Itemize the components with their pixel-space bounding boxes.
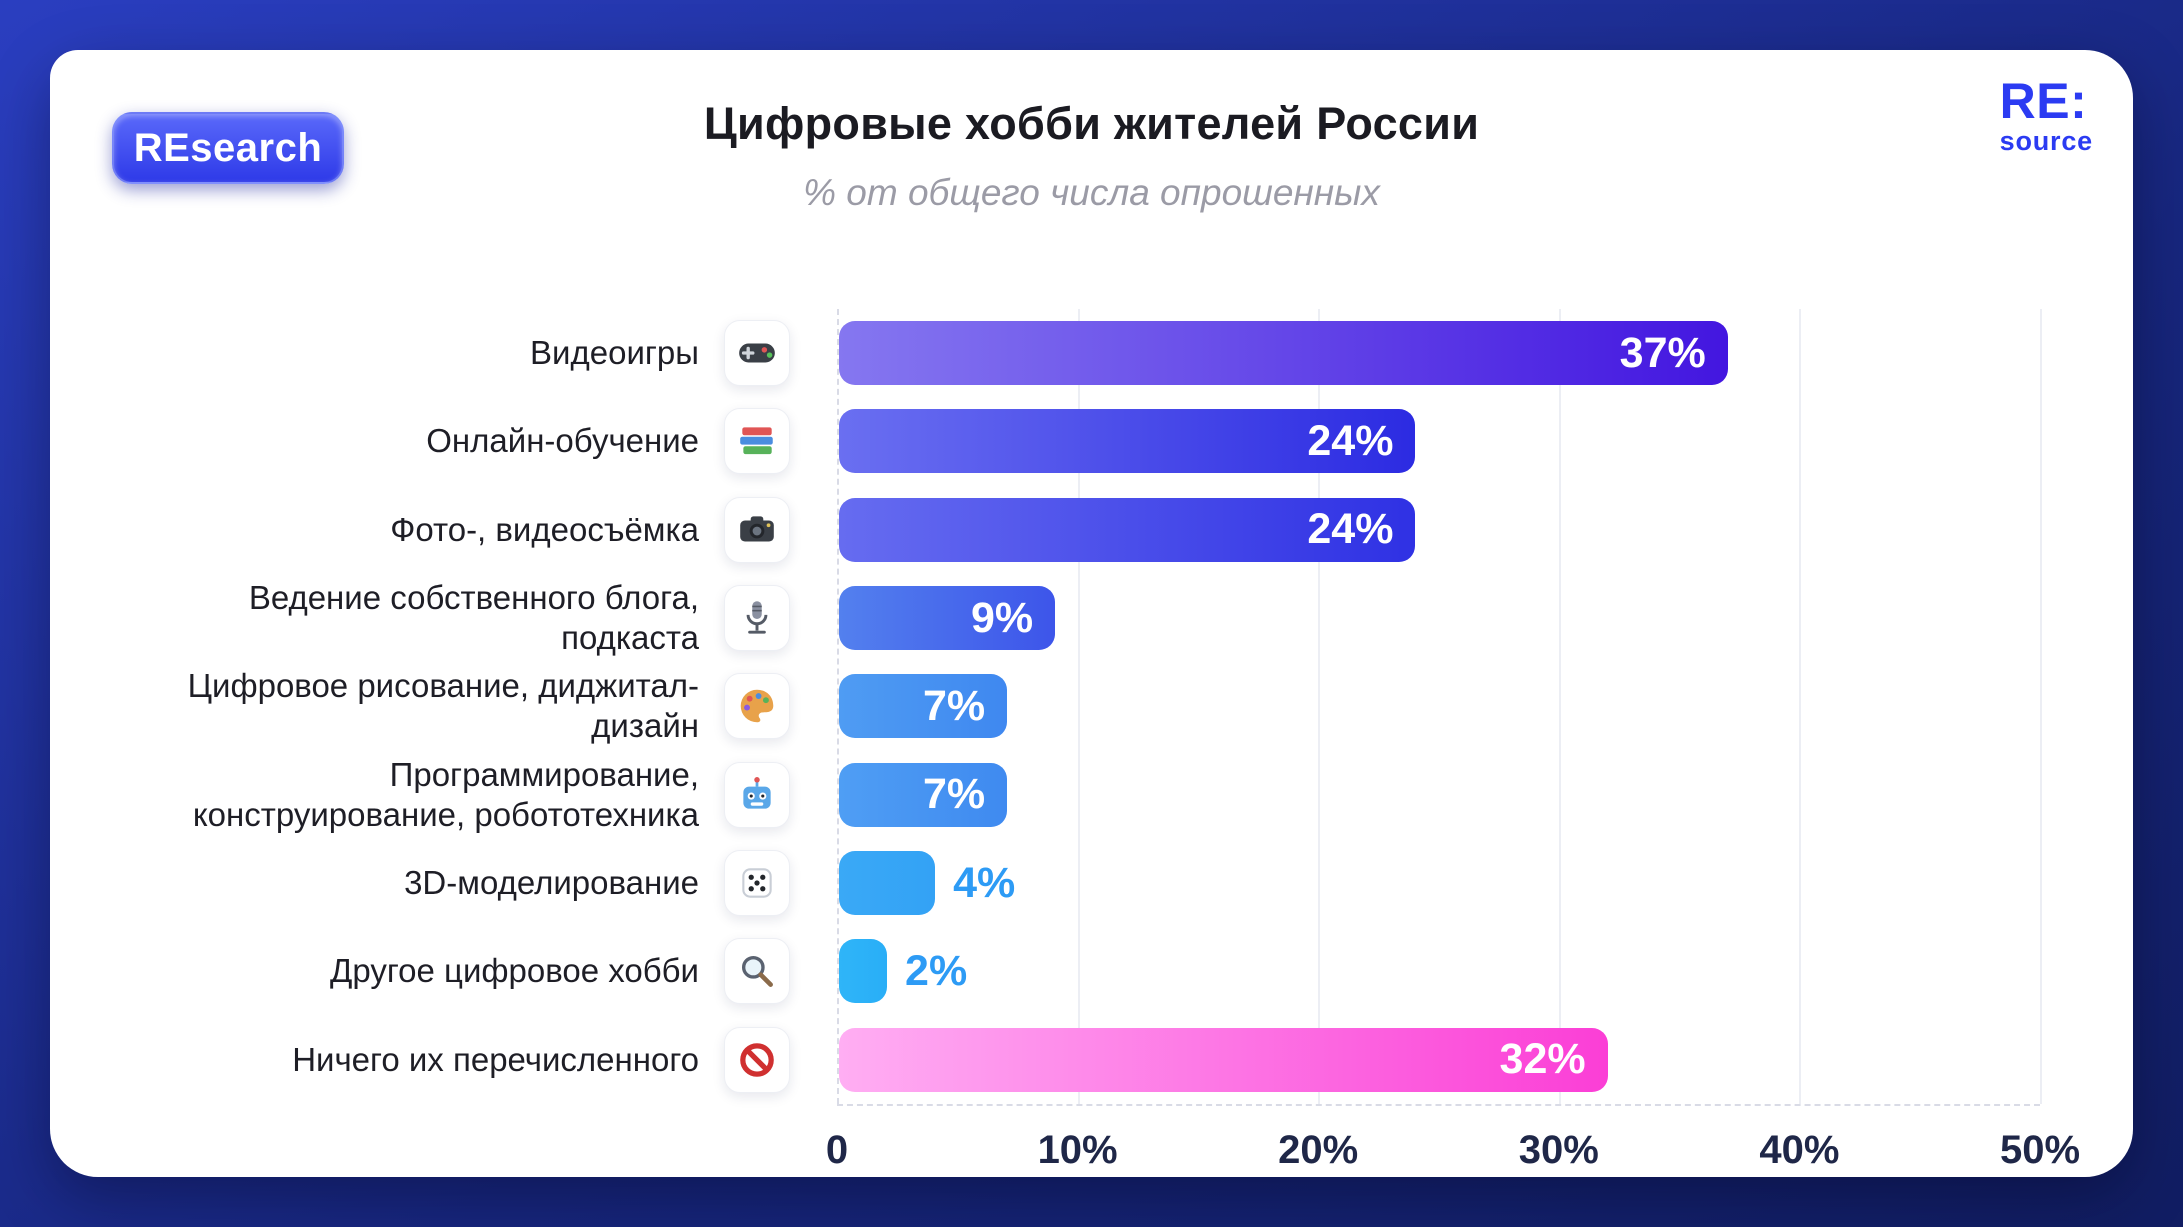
- x-tick-label: 20%: [1278, 1128, 1359, 1172]
- research-badge: REsearch: [112, 112, 344, 184]
- chart-subtitle: % от общего числа опрошенных: [803, 172, 1380, 213]
- camera-icon: [724, 496, 790, 563]
- bar-track: 7%: [839, 762, 2040, 827]
- chart-row: Онлайн-обучение 24%: [99, 397, 2040, 485]
- bar-track: 4%: [839, 851, 2040, 916]
- bar: 7%: [839, 762, 1008, 827]
- x-tick-label: 30%: [1518, 1128, 1599, 1172]
- bar-value-label: 32%: [1499, 1035, 1586, 1084]
- y-axis-line: [837, 309, 839, 1104]
- bar-value-label: 9%: [971, 593, 1034, 642]
- category-label: 3D-моделирование: [404, 864, 699, 901]
- books-icon: [724, 408, 790, 475]
- bar-track: 9%: [839, 586, 2040, 651]
- gamepad-icon: [724, 320, 790, 387]
- gridline: [1799, 309, 1802, 1104]
- research-badge-tab: REsearch: [50, 50, 344, 184]
- bar-value-label: 2%: [905, 946, 968, 995]
- bar-track: 7%: [839, 674, 2040, 739]
- bar-value-label: 24%: [1307, 416, 1394, 465]
- chart-row: 3D-моделирование 4%: [99, 839, 2040, 927]
- gridline: [1558, 309, 1561, 1104]
- category-label: Фото-, видеосъёмка: [390, 510, 699, 548]
- bar: 7%: [839, 674, 1008, 739]
- resource-logo: RE: source: [2000, 76, 2093, 155]
- x-tick-label: 50%: [1999, 1128, 2081, 1172]
- chart-row: Цифровое рисование, диджитал- дизайн 7%: [99, 662, 2040, 750]
- chart-row: Фото-, видеосъёмка 24%: [99, 486, 2040, 574]
- dice-icon: [724, 850, 790, 917]
- category-label: Другое цифровое хобби: [330, 952, 699, 990]
- bar-value-label: 7%: [922, 681, 986, 730]
- bar-value-label: 24%: [1307, 505, 1394, 554]
- palette-icon: [724, 673, 790, 740]
- bar: 24%: [839, 409, 1416, 474]
- category-label: Видеоигры: [530, 334, 699, 372]
- bar: 37%: [839, 321, 1728, 386]
- bar-track: 2%: [839, 939, 2040, 1004]
- chart-title: Цифровые хобби жителей России: [703, 98, 1480, 149]
- bar-track: 24%: [839, 497, 2040, 562]
- bar-value-label: 7%: [922, 770, 986, 819]
- gridline: [1318, 309, 1321, 1104]
- chart-row: Другое цифровое хобби 2%: [99, 927, 2040, 1015]
- resource-logo-line1: RE:: [1999, 73, 2088, 129]
- bar: 4%: [839, 851, 1015, 916]
- category-label: Цифровое рисование, диджитал- дизайн: [187, 667, 699, 745]
- chart-row: Ведение собственного блога, подкаста 9%: [99, 574, 2040, 662]
- bar-track: 37%: [839, 321, 2040, 386]
- x-tick-label: 0: [825, 1128, 849, 1172]
- category-label: Онлайн-обучение: [426, 422, 699, 460]
- category-label: Ведение собственного блога, подкаста: [248, 578, 699, 657]
- bar-track: 24%: [839, 409, 2040, 474]
- microphone-icon: [724, 585, 790, 652]
- category-label: Программирование, конструирование, робот…: [192, 755, 699, 833]
- x-tick-label: 40%: [1759, 1128, 1840, 1172]
- chart-row: Программирование, конструирование, робот…: [99, 751, 2040, 839]
- chart-row: Видеоигры 37%: [99, 309, 2040, 397]
- bar: 9%: [839, 586, 1056, 651]
- gridline: [1077, 309, 1080, 1104]
- research-badge-label: REsearch: [133, 125, 323, 170]
- robot-icon: [724, 761, 790, 828]
- bar-value-label: 4%: [953, 858, 1016, 907]
- resource-logo-line2: source: [1999, 126, 2093, 156]
- bar: 2%: [839, 939, 967, 1004]
- bar: 32%: [839, 1027, 1608, 1092]
- bar-value-label: 37%: [1619, 328, 1706, 377]
- plot-grid: [837, 309, 2042, 1106]
- prohibited-icon: [724, 1026, 790, 1093]
- chart-row: Ничего их перечисленного 32%: [99, 1016, 2040, 1104]
- bar-track: 32%: [839, 1027, 2040, 1092]
- x-axis-ticks: 0 10% 20% 30% 40% 50%: [826, 1128, 2080, 1178]
- gridline: [2040, 309, 2042, 1104]
- magnifier-icon: [724, 938, 790, 1005]
- chart-rows: Видеоигры 37% Онлайн-обучение 24% Фото-, вид…: [99, 309, 2040, 1104]
- bar: 24%: [839, 497, 1416, 562]
- chart-card: Цифровые хобби жителей России % от общег…: [50, 50, 2133, 1177]
- x-tick-label: 10%: [1037, 1128, 1118, 1172]
- category-label: Ничего их перечисленного: [292, 1040, 699, 1078]
